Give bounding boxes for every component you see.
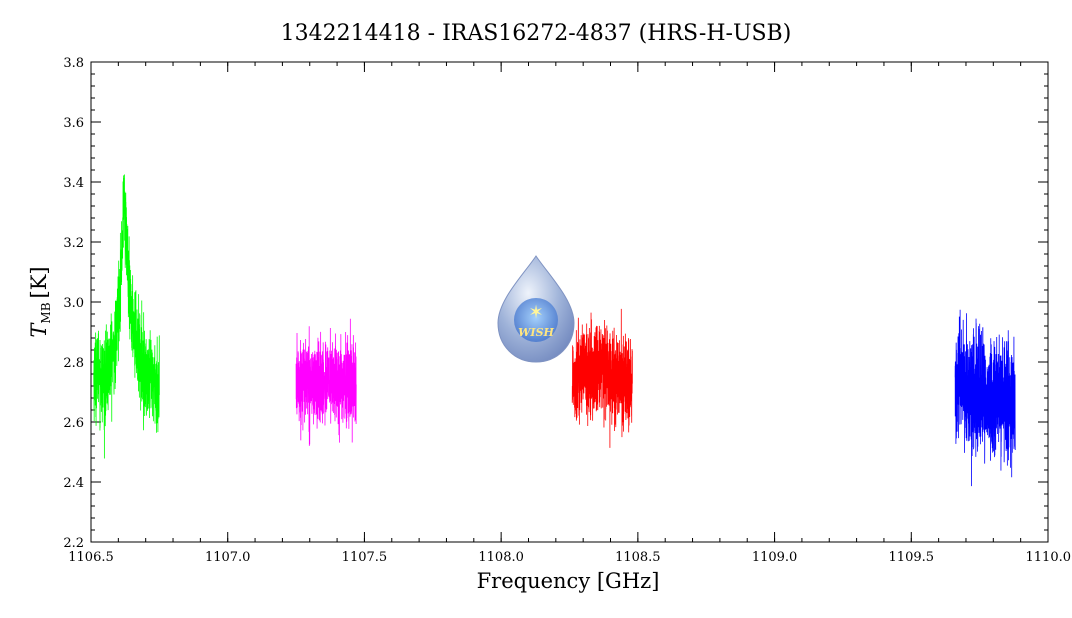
svg-text:TMB[K]: TMB [K] — [27, 266, 53, 337]
wish-logo-text: WISH — [518, 326, 554, 339]
y-tick-label: 3.0 — [63, 296, 84, 311]
y-tick-label: 3.2 — [63, 236, 84, 251]
x-axis: 1106.5 1107.0 1107.5 1108.0 1108.5 1109.0 1109… — [68, 62, 1071, 565]
y-tick-label: 3.8 — [63, 56, 84, 71]
x-tick-label: 1108.5 — [615, 550, 661, 565]
wish-star-icon: ✶ — [528, 302, 543, 323]
x-tick-label: 1110.0 — [1026, 550, 1072, 565]
x-tick-label: 1106.5 — [68, 550, 114, 565]
spectrum-series — [571, 308, 633, 448]
plot-frame — [90, 61, 1049, 543]
x-tick-label: 1109.0 — [752, 550, 798, 565]
x-axis-label: Frequency [GHz] — [477, 569, 660, 593]
x-tick-label: 1108.0 — [478, 550, 524, 565]
spectrum-series — [93, 174, 160, 459]
chart-title: 1342214418 - IRAS16272-4837 (HRS-H-USB) — [281, 21, 792, 46]
x-tick-label: 1107.0 — [205, 550, 251, 565]
y-tick-label: 2.4 — [63, 476, 84, 491]
x-tick-label: 1109.5 — [889, 550, 935, 565]
wish-logo: ✶ WISH — [497, 255, 575, 363]
y-tick-label: 2.6 — [63, 416, 84, 431]
y-axis: 2.2 2.4 2.6 2.8 3.0 3.2 3.4 3.6 3.8 — [63, 56, 1048, 551]
spectra — [93, 174, 1016, 487]
y-tick-label: 3.6 — [63, 116, 84, 131]
spectrum-series — [954, 309, 1016, 487]
y-tick-label: 2.2 — [63, 536, 84, 551]
y-tick-label: 2.8 — [63, 356, 84, 371]
x-tick-label: 1107.5 — [342, 550, 388, 565]
y-label-sub: MB — [39, 302, 53, 323]
plot-border — [90, 61, 1049, 543]
spectrum-series — [295, 318, 357, 446]
minor-ticks — [90, 61, 1049, 543]
y-tick-label: 3.4 — [63, 176, 84, 191]
y-label-unit: [K] — [27, 266, 51, 298]
y-axis-label: TMB [K] — [27, 266, 53, 337]
y-label-main: T — [27, 322, 51, 338]
wish-core-icon — [514, 298, 558, 342]
